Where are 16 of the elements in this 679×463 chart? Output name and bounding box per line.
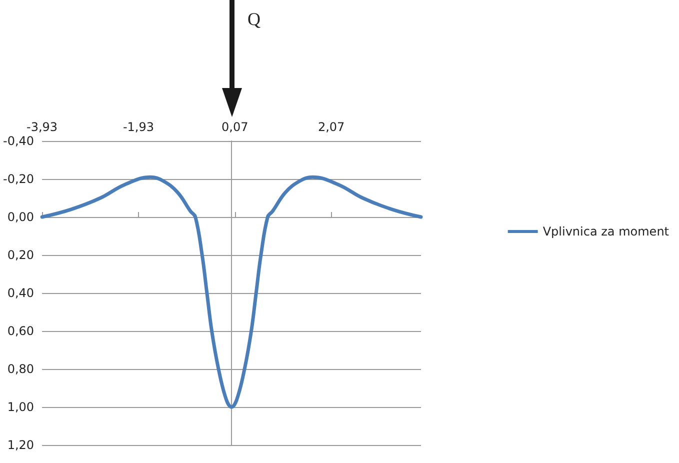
y-tick-label: 0,20 — [7, 248, 34, 262]
x-tick-label: 2,07 — [318, 120, 345, 134]
y-tick-label: 0,00 — [7, 210, 34, 224]
text: Q — [248, 9, 261, 29]
x-tick-label: -1,93 — [122, 120, 154, 134]
y-tick-label: 1,00 — [7, 400, 34, 414]
y-tick-label: -0,20 — [2, 172, 34, 186]
x-tick-label: 0,07 — [222, 120, 248, 134]
x-tick-label: -3,93 — [26, 120, 58, 134]
y-tick-label: 0,60 — [7, 324, 34, 338]
line-series — [40, 175, 423, 409]
y-tick-label: -0,40 — [2, 134, 34, 148]
y-tick-label: 0,40 — [7, 286, 34, 300]
legend-label: Vplivnica za moment — [542, 224, 670, 238]
y-tick-label: 1,20 — [7, 438, 34, 452]
y-tick-label: 0,80 — [7, 362, 34, 376]
